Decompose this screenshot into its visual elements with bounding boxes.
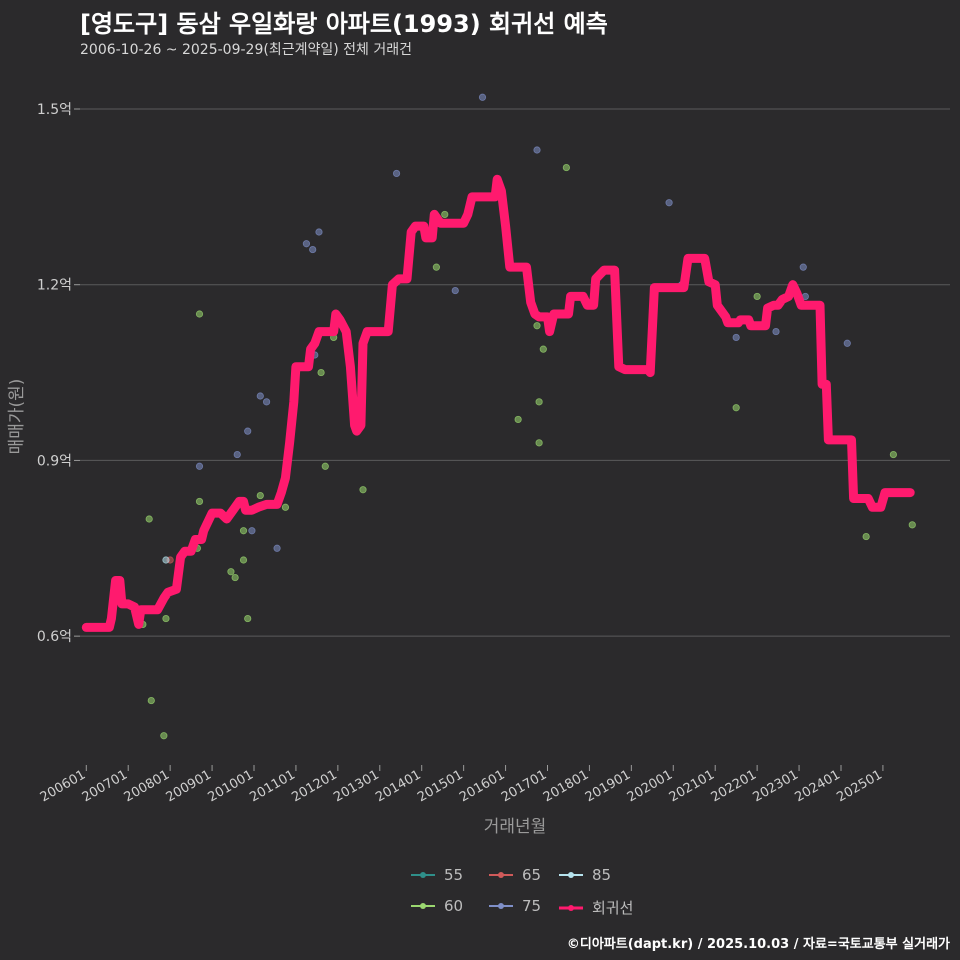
data-point-60 bbox=[908, 521, 916, 529]
legend-swatch-55 bbox=[411, 872, 435, 878]
data-point-60 bbox=[231, 573, 239, 582]
data-point-75 bbox=[248, 527, 256, 535]
y-axis-title: 매매가(원) bbox=[7, 379, 27, 455]
data-point-60 bbox=[145, 515, 153, 523]
data-point-60 bbox=[256, 491, 264, 500]
data-point-60 bbox=[441, 210, 449, 219]
x-tick-label: 202301 bbox=[751, 767, 801, 805]
y-tick-label: 1.2억 bbox=[37, 278, 72, 294]
x-tick-label: 200901 bbox=[164, 767, 214, 805]
x-tick-label: 201201 bbox=[289, 767, 339, 805]
data-point-75 bbox=[273, 544, 281, 552]
data-point-75 bbox=[315, 228, 323, 236]
data-point-60 bbox=[317, 368, 325, 377]
regression-line bbox=[81, 174, 915, 632]
x-tick-label: 200701 bbox=[80, 767, 130, 805]
data-point-60 bbox=[321, 462, 329, 470]
data-point-60 bbox=[239, 556, 248, 564]
data-point-60 bbox=[147, 696, 155, 705]
data-point-60 bbox=[281, 503, 290, 511]
data-point-85 bbox=[162, 556, 170, 564]
data-point-75 bbox=[262, 398, 271, 406]
y-tick-label: 0.9억 bbox=[37, 453, 72, 469]
x-axis-title: 거래년월 bbox=[484, 817, 547, 837]
x-tick-label: 200801 bbox=[122, 767, 172, 805]
source-caption: ©디아파트(dapt.kr) / 2025.10.03 / 자료=국토교통부 실… bbox=[566, 937, 950, 952]
data-point-60 bbox=[162, 614, 170, 623]
x-tick-label: 201101 bbox=[247, 767, 297, 805]
x-tick-label: 201801 bbox=[541, 767, 591, 805]
legend-swatch-65 bbox=[489, 872, 513, 878]
chart-subtitle: 2006-10-26 ~ 2025-09-29(최근계약일) 전체 거래건 bbox=[80, 42, 412, 58]
x-tick-label: 202001 bbox=[625, 767, 675, 805]
x-tick-label: 202201 bbox=[709, 767, 759, 805]
data-point-60 bbox=[889, 450, 897, 459]
legend-swatch-75 bbox=[489, 903, 513, 909]
x-tick-label: 201301 bbox=[331, 767, 381, 805]
y-tick-label: 1.5억 bbox=[37, 102, 72, 118]
legend-swatch-regression bbox=[559, 904, 583, 911]
data-point-60 bbox=[244, 614, 252, 623]
data-point-60 bbox=[732, 404, 740, 412]
data-point-75 bbox=[392, 169, 401, 178]
data-point-60 bbox=[195, 310, 204, 318]
data-point-75 bbox=[478, 93, 487, 101]
legend-swatch-60 bbox=[411, 903, 435, 909]
data-point-75 bbox=[665, 199, 673, 207]
data-point-60 bbox=[539, 345, 547, 353]
legend-label-75: 75 bbox=[522, 897, 542, 915]
data-point-60 bbox=[195, 497, 204, 506]
data-point-60 bbox=[160, 732, 168, 740]
chart-title: [영도구] 동삼 우일화랑 아파트(1993) 회귀선 예측 bbox=[80, 10, 608, 38]
data-point-75 bbox=[772, 327, 780, 336]
legend-label-60: 60 bbox=[444, 897, 464, 915]
data-point-75 bbox=[533, 146, 541, 154]
data-point-75 bbox=[732, 333, 740, 342]
x-tick-label: 201701 bbox=[499, 767, 549, 805]
data-point-60 bbox=[432, 263, 440, 271]
legend-label-regression: 회귀선 bbox=[592, 899, 634, 917]
data-point-60 bbox=[535, 439, 543, 447]
legend-label-65: 65 bbox=[522, 866, 542, 884]
data-point-75 bbox=[195, 462, 204, 470]
data-point-60 bbox=[862, 532, 870, 541]
legend-item-regression: 회귀선 bbox=[558, 897, 633, 918]
legend-swatch-85 bbox=[559, 872, 583, 878]
data-point-60 bbox=[514, 415, 522, 424]
data-point-75 bbox=[302, 240, 311, 248]
legend-item-55: 55 bbox=[410, 866, 463, 884]
y-tick-label: 0.6억 bbox=[37, 629, 72, 645]
data-point-60 bbox=[533, 322, 541, 330]
data-point-60 bbox=[562, 163, 570, 172]
data-point-75 bbox=[233, 450, 241, 459]
x-tick-label: 202101 bbox=[667, 767, 717, 805]
x-tick-label: 202501 bbox=[834, 767, 884, 805]
legend-item-85: 85 bbox=[558, 866, 611, 884]
data-point-60 bbox=[227, 568, 235, 576]
data-point-60 bbox=[753, 292, 761, 301]
x-tick-label: 201901 bbox=[583, 767, 633, 805]
data-point-60 bbox=[535, 398, 543, 406]
data-point-75 bbox=[799, 263, 807, 271]
legend-item-60: 60 bbox=[410, 897, 463, 915]
x-tick-label: 201501 bbox=[415, 767, 465, 805]
data-point-60 bbox=[359, 486, 367, 494]
data-point-75 bbox=[256, 392, 264, 400]
x-tick-label: 201401 bbox=[373, 767, 423, 805]
x-tick-label: 201601 bbox=[457, 767, 507, 805]
data-point-75 bbox=[451, 286, 459, 295]
x-tick-label: 201001 bbox=[206, 767, 256, 805]
legend-item-75: 75 bbox=[488, 897, 541, 915]
x-tick-label: 202401 bbox=[792, 767, 842, 805]
data-point-75 bbox=[244, 427, 252, 435]
legend-item-65: 65 bbox=[488, 866, 541, 884]
data-point-75 bbox=[843, 339, 851, 347]
legend-label-85: 85 bbox=[592, 866, 612, 884]
data-point-60 bbox=[239, 527, 248, 535]
legend-label-55: 55 bbox=[444, 866, 464, 884]
data-point-75 bbox=[309, 245, 317, 254]
legend: 55 65 85 60 75 회귀선 bbox=[410, 866, 650, 926]
x-tick-label: 200601 bbox=[38, 767, 88, 805]
